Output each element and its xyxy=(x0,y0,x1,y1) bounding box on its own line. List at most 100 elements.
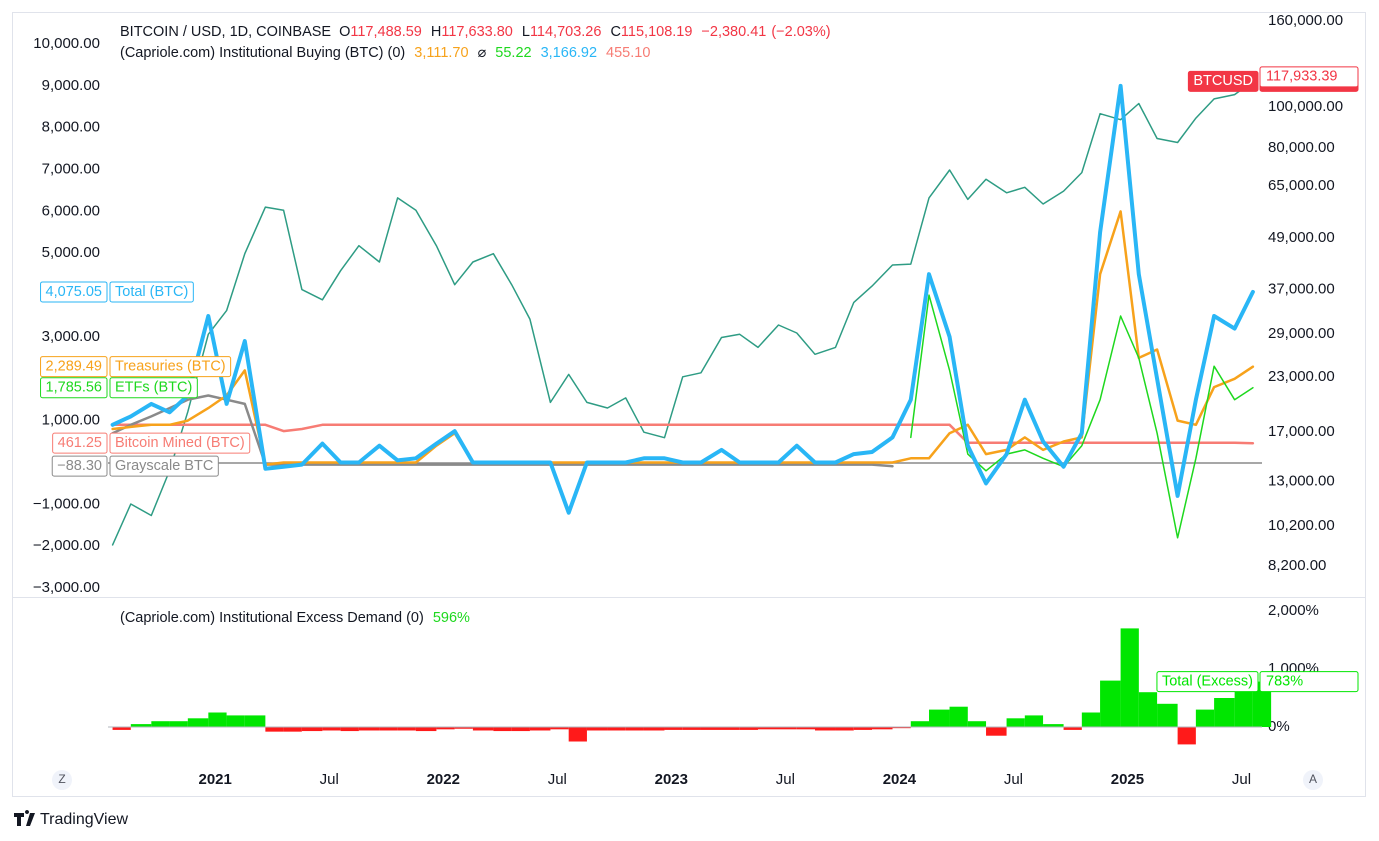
change: −2,380.41 xyxy=(701,24,766,40)
indicator-reading: 3,111.70 xyxy=(414,45,468,61)
label-box xyxy=(40,281,108,303)
indicator-title: (Capriole.com) Institutional Excess Dema… xyxy=(120,610,424,626)
value-label: 2,289.49 xyxy=(46,358,102,374)
bar xyxy=(1177,727,1196,745)
bar xyxy=(529,727,551,731)
series-name: BTCUSD xyxy=(1193,73,1253,89)
bar xyxy=(1043,724,1064,728)
bar xyxy=(929,709,950,728)
label-box xyxy=(52,432,108,454)
bar xyxy=(112,727,131,730)
bar xyxy=(169,721,188,728)
bar xyxy=(1100,680,1121,728)
ohlc-value: 117,633.80 xyxy=(441,24,513,40)
y-tick-label: 8,000.00 xyxy=(42,119,100,136)
value-label: 1,785.56 xyxy=(46,380,102,396)
value-label: 783% xyxy=(1266,673,1303,689)
button-label[interactable]: Z xyxy=(58,772,65,786)
bar xyxy=(910,721,930,728)
bar xyxy=(415,727,437,732)
y-tick-label: −3,000.00 xyxy=(33,579,100,596)
bar xyxy=(967,721,987,728)
bar xyxy=(340,727,359,732)
bar xyxy=(568,727,587,742)
y2-tick-label: 10,200.00 xyxy=(1268,517,1335,534)
footer-text: TradingView xyxy=(40,811,128,828)
x-tick-label: Jul xyxy=(1232,771,1251,788)
button-bg[interactable] xyxy=(52,770,72,790)
indicator-reading: 455.10 xyxy=(606,45,650,61)
bar xyxy=(322,727,341,731)
series-name: Total (BTC) xyxy=(115,284,188,300)
x-tick-label: 2021 xyxy=(199,771,232,788)
bar xyxy=(814,727,836,731)
ohlc-value: 117,488.59 xyxy=(350,24,422,40)
y2-tick-label: 100,000.00 xyxy=(1268,98,1343,115)
label-box xyxy=(109,455,219,477)
label-box xyxy=(109,281,194,303)
y-tick-label: 0% xyxy=(1268,718,1290,735)
series-name: ETFs (BTC) xyxy=(115,380,192,396)
ohlc-name: H xyxy=(431,24,441,40)
y2-tick-label: 160,000.00 xyxy=(1268,12,1343,29)
label-box xyxy=(109,356,232,378)
label-box xyxy=(1156,671,1259,693)
button-label[interactable]: A xyxy=(1309,772,1317,786)
indicator-reading: 55.22 xyxy=(495,45,531,61)
label-box xyxy=(1187,70,1259,92)
label-box xyxy=(40,356,108,378)
ohlc-name: C xyxy=(610,24,620,40)
value-label: 117,933.39 xyxy=(1266,69,1338,85)
bar xyxy=(244,715,266,728)
y-tick-label: −2,000.00 xyxy=(33,537,100,554)
y-tick-label: 9,000.00 xyxy=(42,77,100,94)
zoom-button[interactable]: Z xyxy=(52,770,72,790)
bar xyxy=(1234,689,1253,728)
bar xyxy=(151,721,170,728)
y2-tick-label: 80,000.00 xyxy=(1268,139,1335,156)
y-tick-label: 10,000.00 xyxy=(33,35,100,52)
bar xyxy=(226,715,245,728)
bar xyxy=(1120,628,1139,728)
y2-tick-label: 37,000.00 xyxy=(1268,281,1335,298)
bar xyxy=(187,718,209,728)
bar xyxy=(949,706,968,728)
auto-button[interactable]: A xyxy=(1303,770,1323,790)
y2-tick-label: 29,000.00 xyxy=(1268,325,1335,342)
bar xyxy=(721,727,740,730)
bar xyxy=(872,727,893,730)
x-tick-label: Jul xyxy=(320,771,339,788)
x-tick-label: Jul xyxy=(1004,771,1023,788)
bar xyxy=(586,727,608,731)
bar xyxy=(265,727,284,732)
series-name: Total (Excess) xyxy=(1162,673,1253,689)
button-bg[interactable] xyxy=(1303,770,1323,790)
x-tick-label: 2025 xyxy=(1111,771,1144,788)
bar xyxy=(1081,712,1101,728)
y2-tick-label: 17,000.00 xyxy=(1268,423,1335,440)
label-box xyxy=(1259,66,1359,88)
bar xyxy=(625,727,644,731)
bar xyxy=(986,727,1007,736)
bar xyxy=(1252,681,1272,728)
x-tick-label: 2023 xyxy=(655,771,688,788)
y2-tick-label: 65,000.00 xyxy=(1268,177,1335,194)
bar xyxy=(208,712,227,728)
bar xyxy=(835,727,854,731)
bar xyxy=(436,727,455,730)
bar xyxy=(1195,709,1215,728)
ohlc-value: 114,703.26 xyxy=(530,24,602,40)
x-tick-label: Jul xyxy=(548,771,567,788)
bar xyxy=(379,727,398,731)
label-box xyxy=(109,432,251,454)
bar xyxy=(283,727,302,732)
bar xyxy=(739,727,758,730)
y-tick-label: 2,000% xyxy=(1268,602,1319,619)
chart-frame xyxy=(12,12,1366,797)
label-box xyxy=(40,377,108,399)
bar xyxy=(130,724,152,728)
bar xyxy=(1157,703,1178,728)
bar xyxy=(1024,715,1044,728)
value-label: 4,075.05 xyxy=(46,284,102,300)
series-name: Treasuries (BTC) xyxy=(115,358,226,374)
